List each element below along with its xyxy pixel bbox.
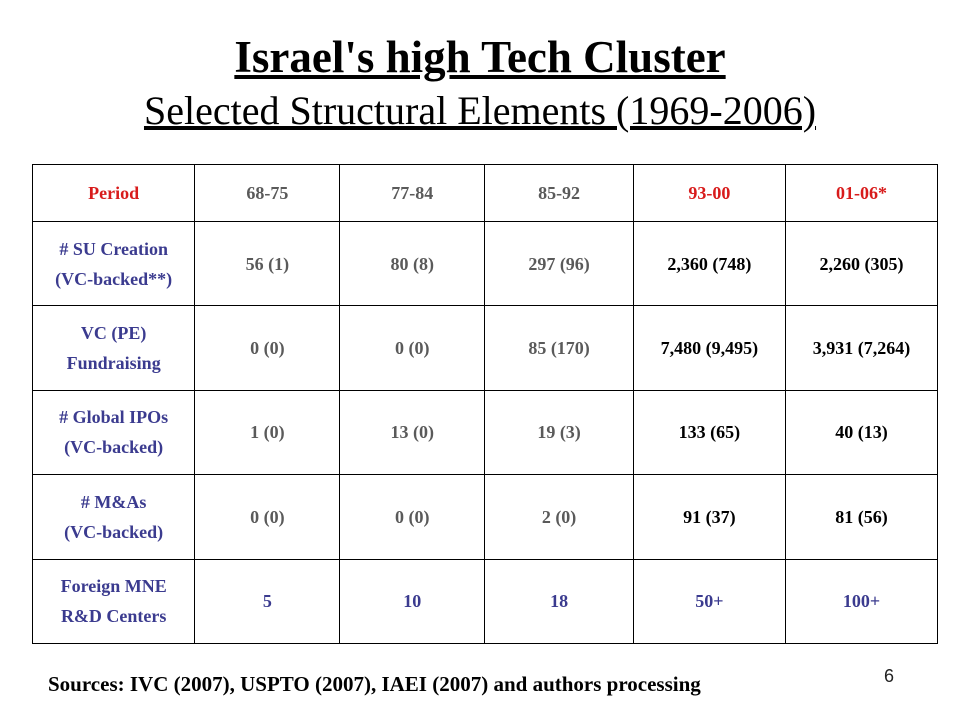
header-period: Period (31, 164, 196, 222)
table-cell: 2,260 (305) (784, 220, 939, 307)
sources-footnote: Sources: IVC (2007), USPTO (2007), IAEI … (48, 672, 701, 696)
table-cell: 50+ (632, 558, 786, 645)
table-cell: 81 (56) (784, 474, 939, 560)
row-label-line: R&D Centers (60, 606, 167, 627)
row-label-line: Fundraising (66, 353, 161, 374)
slide-subtitle: Selected Structural Elements (1969-2006) (143, 88, 817, 133)
table-cell: 100+ (784, 558, 939, 645)
table-cell: 56 (1) (194, 220, 341, 307)
row-label-vc-fundraising: VC (PE) Fundraising (31, 305, 196, 391)
table-row: VC (PE) Fundraising 0 (0) 0 (0) 85 (170)… (31, 305, 939, 391)
table-row: Foreign MNE R&D Centers 5 10 18 50+ 100+ (31, 558, 939, 645)
row-label-line: # SU Creation (59, 238, 169, 259)
table-cell: 91 (37) (632, 474, 786, 560)
row-label-line: (VC-backed**) (55, 268, 173, 289)
row-label-m-and-as: # M&As (VC-backed) (31, 474, 196, 560)
table-cell: 0 (0) (339, 305, 486, 391)
row-label-foreign-mne: Foreign MNE R&D Centers (31, 558, 196, 645)
table-cell: 297 (96) (484, 220, 634, 307)
slide-title: Israel's high Tech Cluster (234, 32, 726, 82)
header-01-06: 01-06* (784, 164, 939, 222)
header-93-00: 93-00 (632, 164, 786, 222)
table-cell: 7,480 (9,495) (632, 305, 786, 391)
table-cell: 1 (0) (194, 389, 341, 476)
header-68-75: 68-75 (194, 164, 341, 222)
row-label-line: # M&As (80, 491, 147, 512)
header-77-84: 77-84 (339, 164, 486, 222)
table-cell: 133 (65) (632, 389, 786, 476)
table-cell: 19 (3) (484, 389, 634, 476)
table-row: # M&As (VC-backed) 0 (0) 0 (0) 2 (0) 91 … (31, 474, 939, 560)
row-label-global-ipos: # Global IPOs (VC-backed) (31, 389, 196, 476)
table-cell: 13 (0) (339, 389, 486, 476)
table-cell: 40 (13) (784, 389, 939, 476)
header-85-92: 85-92 (484, 164, 634, 222)
table-cell: 2,360 (748) (632, 220, 786, 307)
structural-elements-table: Period 68-75 77-84 85-92 93-00 01-06* # … (31, 164, 939, 645)
table-row: # Global IPOs (VC-backed) 1 (0) 13 (0) 1… (31, 389, 939, 476)
table-cell: 10 (339, 558, 486, 645)
row-label-line: VC (PE) (80, 323, 147, 344)
row-label-line: (VC-backed) (64, 521, 164, 542)
table-cell: 85 (170) (484, 305, 634, 391)
table-cell: 80 (8) (339, 220, 486, 307)
row-label-line: # Global IPOs (59, 407, 169, 428)
page-number: 6 (884, 666, 895, 686)
table-row: # SU Creation (VC-backed**) 56 (1) 80 (8… (31, 220, 939, 307)
row-label-su-creation: # SU Creation (VC-backed**) (31, 220, 196, 307)
table-cell: 3,931 (7,264) (784, 305, 939, 391)
table-cell: 0 (0) (339, 474, 486, 560)
row-label-line: (VC-backed) (64, 437, 164, 458)
table-cell: 5 (194, 558, 341, 645)
table-header-row: Period 68-75 77-84 85-92 93-00 01-06* (31, 164, 939, 222)
table-cell: 0 (0) (194, 305, 341, 391)
table-cell: 18 (484, 558, 634, 645)
table-cell: 0 (0) (194, 474, 341, 560)
table-cell: 2 (0) (484, 474, 634, 560)
row-label-line: Foreign MNE (60, 576, 167, 597)
